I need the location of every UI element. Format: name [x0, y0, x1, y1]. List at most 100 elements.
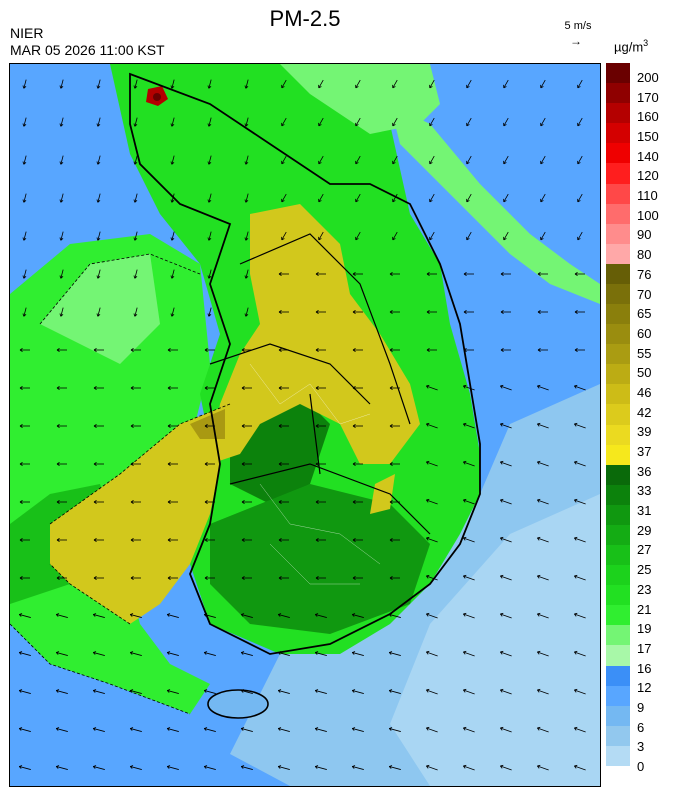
wind-arrowhead [315, 689, 319, 691]
wind-arrow [500, 727, 512, 733]
wind-arrow [466, 231, 472, 241]
wind-arrowhead [426, 727, 429, 731]
wind-arrowhead [244, 275, 247, 279]
wind-arrowhead [277, 728, 281, 731]
wind-arrowhead [537, 461, 540, 465]
wind-arrowhead [92, 614, 96, 617]
wind-arrow [23, 269, 27, 279]
wind-arrow [537, 423, 549, 429]
wind-arrow [537, 575, 549, 581]
wind-arrow [97, 307, 101, 317]
wind-arrowhead [426, 651, 429, 655]
wind-arrowhead [352, 539, 356, 542]
wind-arrowhead [59, 199, 62, 203]
legend-label: 90 [637, 227, 652, 243]
wind-arrowhead [463, 349, 467, 352]
wind-arrowhead [352, 310, 356, 313]
wind-arrowhead [244, 313, 247, 317]
wind-arrowhead [56, 348, 60, 351]
wind-arrow [463, 575, 475, 581]
small-yellow-patch [370, 474, 395, 514]
wind-arrowhead [55, 766, 59, 769]
wind-arrowhead [241, 577, 245, 580]
wind-arrowhead [134, 276, 138, 279]
wind-arrowhead [389, 613, 393, 615]
wind-arrowhead [56, 349, 60, 352]
wind-arrow [315, 690, 327, 694]
wind-arrowhead [93, 500, 97, 503]
wind-arrow [93, 690, 105, 694]
wind-arrow [540, 79, 546, 89]
pm25-concentration-map[interactable] [9, 63, 601, 787]
wind-arrowhead [426, 460, 430, 463]
wind-arrowhead [134, 314, 138, 317]
wind-arrowhead [130, 349, 134, 352]
wind-arrowhead [244, 123, 247, 127]
wind-arrow [204, 766, 216, 770]
legend-swatch [606, 685, 630, 707]
wind-arrowhead [463, 764, 467, 767]
wind-arrowhead [466, 86, 470, 89]
wind-arrow [134, 231, 138, 241]
wind-arrowhead [318, 162, 322, 165]
wind-arrowhead [314, 728, 318, 731]
north-hotspot-core [153, 93, 161, 101]
wind-arrow [574, 385, 586, 391]
wind-arrowhead [203, 652, 207, 655]
wind-arrowhead [56, 501, 60, 504]
wind-arrowhead [463, 613, 466, 617]
wind-arrowhead [352, 689, 356, 691]
wind-arrowhead [56, 651, 60, 653]
wind-arrowhead [93, 387, 97, 390]
wind-arrowhead [130, 387, 134, 390]
wind-arrowhead [130, 689, 134, 691]
wind-arrowhead [500, 461, 503, 465]
wind-arrowhead [577, 86, 581, 89]
legend-swatch [606, 364, 630, 385]
wind-arrowhead [130, 538, 134, 541]
wind-arrowhead [22, 85, 25, 89]
wind-arrowhead [392, 200, 396, 203]
contour-16 [10, 253, 201, 715]
wind-arrow [23, 193, 27, 203]
legend-label: 12 [637, 680, 652, 696]
wind-arrowhead [56, 463, 60, 466]
wind-arrowhead [500, 575, 503, 579]
wind-arrowhead [315, 387, 319, 390]
wind-arrowhead [392, 86, 396, 89]
legend-label: 29 [637, 522, 652, 538]
wind-arrowhead [22, 123, 25, 127]
wind-arrow [389, 728, 401, 732]
wind-arrowhead [171, 238, 175, 241]
wind-arrowhead [204, 349, 208, 352]
wind-arrowhead [537, 311, 541, 314]
legend-label: 110 [637, 188, 658, 204]
wind-vectors [18, 79, 586, 771]
wind-arrowhead [389, 386, 393, 389]
wind-arrowhead [389, 462, 393, 465]
wind-arrowhead [537, 765, 540, 769]
wind-arrowhead [574, 727, 577, 731]
wind-arrowhead [463, 727, 466, 731]
wind-arrowhead [500, 349, 504, 352]
wind-arrowhead [574, 764, 578, 767]
wind-arrow [167, 766, 179, 770]
wind-arrow [463, 423, 475, 429]
wind-arrow [93, 614, 105, 618]
legend-label: 0 [637, 759, 645, 774]
wind-arrow [426, 537, 438, 543]
wind-arrow [23, 307, 27, 317]
wind-arrowhead [426, 273, 430, 276]
wind-arrow [392, 155, 398, 165]
wind-arrowhead [389, 387, 393, 390]
wind-arrowhead [23, 162, 27, 165]
wind-arrowhead [500, 460, 504, 463]
wind-arrow [355, 155, 361, 165]
wind-arrowhead [166, 690, 170, 693]
wind-arrowhead [500, 385, 503, 389]
legend-label: 70 [637, 286, 652, 302]
wind-arrowhead [315, 273, 319, 276]
wind-arrowhead [241, 613, 245, 615]
wind-arrowhead [426, 688, 430, 691]
wind-arrow [134, 269, 138, 279]
